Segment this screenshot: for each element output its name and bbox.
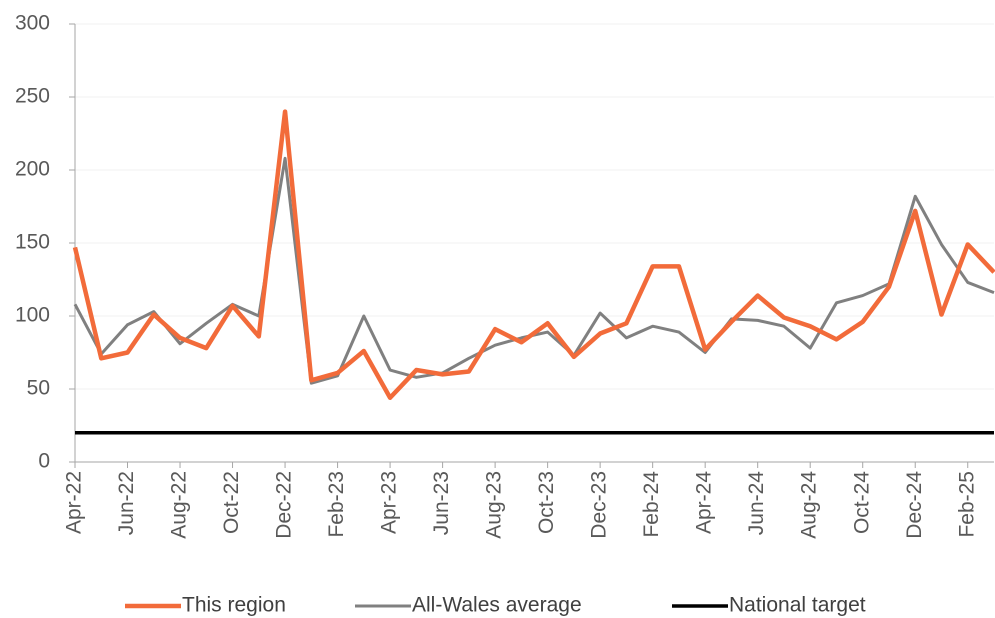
series-line xyxy=(73,156,995,385)
x-tick-label: Aug-23 xyxy=(483,471,506,539)
x-tick-label: Feb-23 xyxy=(325,471,348,538)
x-tick-label: Oct-23 xyxy=(535,471,558,534)
x-tick-label: Oct-22 xyxy=(220,471,243,534)
x-tick-label: Feb-25 xyxy=(955,471,978,538)
x-tick-label: Aug-22 xyxy=(168,471,191,539)
y-tick-label: 250 xyxy=(15,85,50,108)
x-tick-label: Dec-22 xyxy=(273,471,296,539)
x-tick-label: Feb-24 xyxy=(640,471,663,538)
x-tick-label: Apr-23 xyxy=(378,471,401,534)
legend-label: National target xyxy=(729,594,866,617)
x-tick-label: Aug-24 xyxy=(798,471,821,539)
x-tick-label: Oct-24 xyxy=(850,471,873,534)
y-tick-label: 50 xyxy=(27,377,50,400)
x-tick-label: Dec-24 xyxy=(903,471,926,539)
legend-label: All-Wales average xyxy=(412,594,582,617)
x-tick-label: Apr-24 xyxy=(693,471,716,534)
x-tick-label: Jun-23 xyxy=(430,471,453,535)
legend-label: This region xyxy=(182,594,286,617)
y-tick-label: 100 xyxy=(15,304,50,327)
y-tick-label: 0 xyxy=(38,450,50,473)
x-tick-label: Apr-22 xyxy=(63,471,86,534)
x-tick-label: Dec-23 xyxy=(588,471,611,539)
x-tick-label: Jun-24 xyxy=(745,471,768,536)
series-line xyxy=(72,109,995,401)
y-tick-label: 150 xyxy=(15,231,50,254)
y-tick-label: 300 xyxy=(15,12,50,35)
x-tick-label: Jun-22 xyxy=(115,471,138,535)
y-tick-label: 200 xyxy=(15,158,50,181)
